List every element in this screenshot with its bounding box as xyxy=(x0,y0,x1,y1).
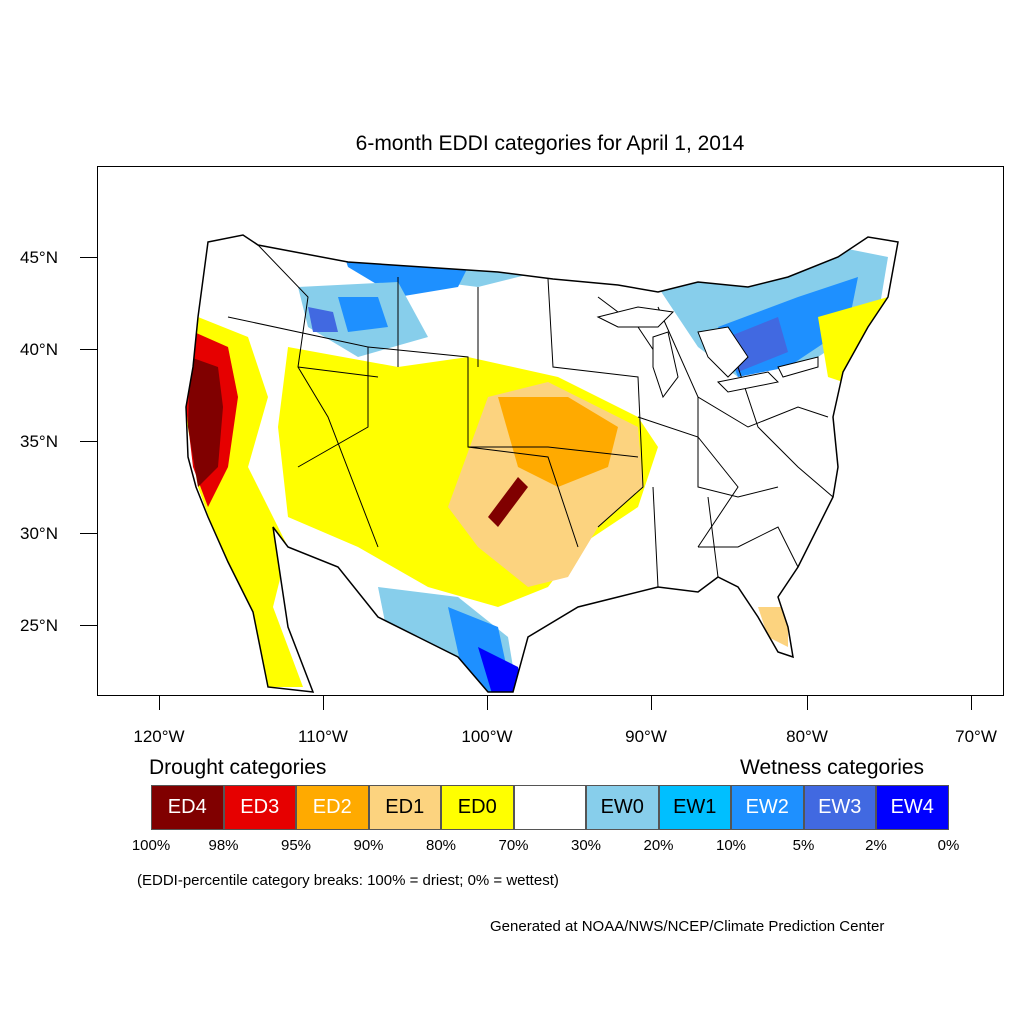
tick-lon-80 xyxy=(807,696,808,710)
lat-label-45: 45°N xyxy=(20,248,58,267)
map-panel xyxy=(97,166,1004,696)
lon-label-120: 120°W xyxy=(133,727,185,746)
great-lakes xyxy=(596,306,819,399)
legend-box-ew0: EW0 xyxy=(586,785,659,830)
legend-box-ew1: EW1 xyxy=(658,785,731,830)
lon-label-70: 70°W xyxy=(955,727,997,746)
tick-lat-25 xyxy=(80,625,97,626)
tick-lon-110 xyxy=(323,696,324,710)
percent-break-label: 2% xyxy=(865,837,887,854)
credit-line: Generated at NOAA/NWS/NCEP/Climate Predi… xyxy=(490,918,885,935)
legend-box-ed0: ED0 xyxy=(441,785,514,830)
lat-label-35: 35°N xyxy=(20,432,58,451)
lat-label-30: 30°N xyxy=(20,524,58,543)
tick-lon-100 xyxy=(487,696,488,710)
legend-box-ed2: ED2 xyxy=(296,785,369,830)
map-title: 6-month EDDI categories for April 1, 201… xyxy=(355,132,745,155)
drought-heading: Drought categories xyxy=(149,756,327,779)
category-note: (EDDI-percentile category breaks: 100% =… xyxy=(137,872,559,889)
wetness-heading: Wetness categories xyxy=(740,756,925,779)
legend-box-ed4: ED4 xyxy=(151,785,224,830)
category-legend: ED4 ED3 ED2 ED1 ED0 EW0 EW1 EW2 EW3 EW4 xyxy=(151,785,949,830)
legend-box-ed1: ED1 xyxy=(368,785,441,830)
legend-box-ew3: EW3 xyxy=(803,785,876,830)
percent-break-label: 5% xyxy=(792,837,815,854)
lat-label-25: 25°N xyxy=(20,616,58,635)
percent-break-label: 100% xyxy=(131,837,171,854)
tick-lat-45 xyxy=(80,257,97,258)
tick-lat-30 xyxy=(80,533,97,534)
legend-box-ed3: ED3 xyxy=(223,785,296,830)
percent-break-label: 80% xyxy=(425,837,457,854)
tick-lat-35 xyxy=(80,441,97,442)
lon-label-110: 110°W xyxy=(298,727,348,746)
tick-lon-90 xyxy=(651,696,652,710)
tick-lon-70 xyxy=(971,696,972,710)
percent-break-label: 90% xyxy=(353,837,384,854)
legend-box-neutral xyxy=(513,785,586,830)
eddi-map xyxy=(185,234,899,693)
tick-lat-40 xyxy=(80,349,97,350)
percent-break-label: 20% xyxy=(643,837,674,854)
lon-label-90: 90°W xyxy=(625,727,667,746)
lon-label-100: 100°W xyxy=(461,727,513,746)
percent-break-label: 98% xyxy=(208,837,239,854)
lon-label-80: 80°W xyxy=(786,727,828,746)
lat-label-40: 40°N xyxy=(20,340,58,359)
tick-lon-120 xyxy=(159,696,160,710)
eddi-shading xyxy=(186,235,898,692)
percent-break-label: 30% xyxy=(570,837,602,854)
legend-box-ew2: EW2 xyxy=(731,785,804,830)
percent-break-label: 10% xyxy=(715,837,747,854)
percent-break-label: 95% xyxy=(280,837,312,854)
percent-break-label: 70% xyxy=(498,837,529,854)
percent-break-label: 0% xyxy=(937,837,960,854)
legend-box-ew4: EW4 xyxy=(876,785,949,830)
